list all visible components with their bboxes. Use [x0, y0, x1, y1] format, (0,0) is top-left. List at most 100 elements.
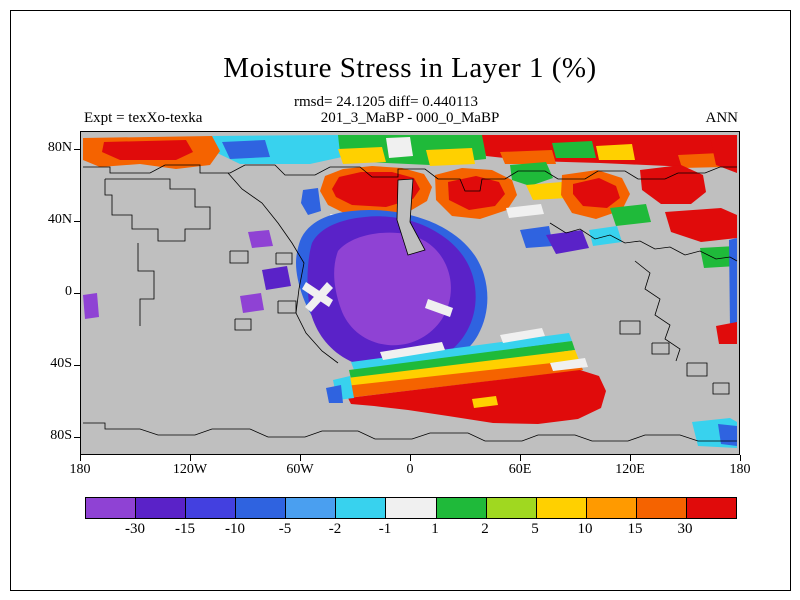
x-axis-tick-mark — [410, 455, 411, 461]
map-contour-region — [222, 140, 270, 159]
map-contour-region — [348, 370, 606, 424]
colorbar-boundary-label: -10 — [225, 521, 245, 537]
coastline — [651, 342, 670, 355]
colorbar-cell — [586, 498, 637, 518]
y-axis-tick-label: 0 — [65, 284, 72, 299]
colorbar-cell — [436, 498, 487, 518]
colorbar-boundary-label: 30 — [677, 521, 693, 537]
map-contour-region — [248, 230, 273, 248]
colorbar-cell — [86, 498, 137, 518]
y-axis-tick-mark — [74, 149, 80, 150]
map-contour-region — [546, 230, 589, 254]
map-contour-region — [700, 246, 737, 268]
map-contour-region — [500, 150, 556, 164]
coastline — [634, 260, 681, 362]
colorbar-cell — [686, 498, 737, 518]
x-axis-tick-mark — [520, 455, 521, 461]
coastline — [227, 172, 339, 364]
colorbar-boundary-label: -30 — [125, 521, 145, 537]
map-contour-region — [102, 140, 193, 160]
y-axis-tick-label: 40N — [47, 212, 72, 227]
x-axis-tick-mark — [630, 455, 631, 461]
x-axis-tick-label: 120E — [615, 462, 645, 477]
x-axis-tick-label: 0 — [406, 462, 414, 477]
colorbar-boundary-label: -15 — [175, 521, 195, 537]
map-contour-region — [520, 226, 553, 248]
coastline — [686, 362, 708, 377]
colorbar-cell — [286, 498, 337, 518]
coastline — [229, 250, 249, 264]
y-axis-tick-mark — [74, 221, 80, 222]
comparison-label: 201_3_MaBP - 000_0_MaBP — [320, 110, 500, 126]
colorbar — [85, 497, 737, 519]
map-contour-region — [345, 360, 583, 398]
experiment-label: Expt = texXo-texka — [84, 110, 203, 126]
x-axis-tick-mark — [190, 455, 191, 461]
colorbar-boundary-label: 1 — [431, 521, 439, 537]
map-contour-region — [425, 299, 453, 317]
colorbar-cell — [236, 498, 287, 518]
x-axis-tick-mark — [80, 455, 81, 461]
x-axis-tick-label: 120W — [172, 462, 208, 477]
season-label: ANN — [705, 110, 739, 126]
map-contour-region — [326, 385, 343, 403]
coastline — [619, 320, 641, 335]
map-contour-region — [506, 204, 544, 218]
colorbar-boundary-label: 15 — [627, 521, 643, 537]
page-frame-border — [10, 10, 791, 591]
map-contour-region — [262, 266, 291, 290]
y-axis-tick-label: 80S — [50, 428, 72, 443]
map-frame-border — [80, 131, 740, 455]
y-axis-tick-label: 40S — [50, 356, 72, 371]
stats-line: rmsd= 24.1205 diff= 0.440113 — [294, 94, 478, 110]
map-contour-region — [526, 182, 567, 200]
coastline — [234, 318, 252, 331]
map-contour-region — [472, 396, 498, 408]
map-contour-region — [338, 147, 386, 164]
map-gray-patch — [396, 178, 426, 256]
map-contour-region — [550, 358, 588, 371]
coastline — [83, 422, 737, 442]
map-contour-region — [573, 178, 620, 208]
map-contour-region — [240, 293, 264, 313]
colorbar-cell — [536, 498, 587, 518]
map-contour-region — [500, 328, 545, 343]
map-contour-region — [718, 424, 737, 446]
map-contour-region — [334, 232, 451, 346]
colorbar-boundary-label: -5 — [278, 521, 292, 537]
map-contour-region — [640, 165, 706, 204]
plot-title: Moisture Stress in Layer 1 (%) — [223, 52, 597, 84]
map-contour-region — [351, 333, 572, 370]
map-plot — [80, 131, 740, 455]
colorbar-boundary-label: -1 — [378, 521, 392, 537]
map-contour-region — [510, 162, 553, 186]
colorbar-cell — [636, 498, 687, 518]
coastline — [275, 252, 293, 265]
x-axis-tick-mark — [740, 455, 741, 461]
coastline — [549, 222, 738, 262]
map-contour-region — [596, 144, 635, 160]
colorbar-cell — [186, 498, 237, 518]
coastline — [712, 382, 730, 395]
colorbar-cell — [486, 498, 537, 518]
coastline — [83, 164, 737, 192]
y-axis-tick-mark — [74, 293, 80, 294]
map-contour-region — [347, 350, 579, 388]
y-axis-tick-label: 80N — [47, 140, 72, 155]
map-contour-region — [386, 137, 413, 158]
map-contour-region — [678, 153, 724, 168]
map-contour-region — [349, 341, 575, 379]
x-axis-tick-label: 60W — [286, 462, 314, 477]
coastline — [104, 178, 211, 242]
map-contour-region — [83, 293, 99, 319]
coastline — [277, 300, 297, 314]
colorbar-boundary-label: 2 — [481, 521, 489, 537]
map-contour-region — [305, 282, 333, 312]
colorbar-boundary-label: 5 — [531, 521, 539, 537]
map-contour-region — [665, 208, 737, 242]
y-axis-tick-mark — [74, 437, 80, 438]
map-contour-region — [426, 148, 475, 166]
map-contour-region — [301, 188, 321, 215]
map-contour-region — [710, 137, 737, 173]
